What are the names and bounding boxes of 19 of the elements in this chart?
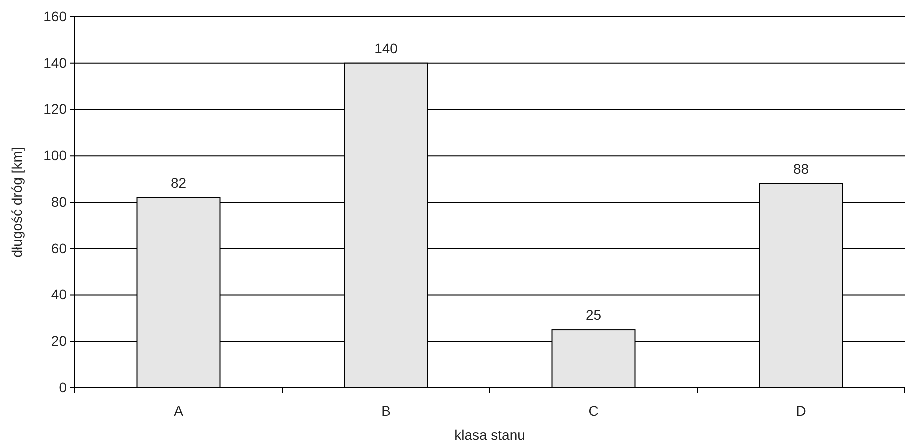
y-tick-label: 100 (44, 148, 68, 164)
y-tick-label: 20 (51, 333, 68, 350)
x-tick-label: D (796, 403, 806, 419)
y-tick-label: 120 (44, 101, 68, 118)
x-axis-title: klasa stanu (454, 427, 526, 443)
y-tick-label: 160 (44, 8, 68, 24)
y-axis-title: długość dróg [km] (9, 147, 25, 258)
x-tick-label: A (174, 403, 184, 419)
y-tick-label: 60 (51, 240, 68, 256)
y-tick-label: 140 (44, 54, 68, 71)
data-label: 82 (170, 174, 187, 191)
data-label: 140 (374, 40, 398, 56)
data-label: 88 (793, 160, 810, 177)
y-tick-label: 40 (51, 286, 68, 303)
y-tick-label: 0 (59, 379, 68, 396)
x-tick-label: C (588, 403, 599, 419)
data-label: 25 (586, 307, 602, 324)
y-tick-label: 80 (51, 194, 68, 210)
x-tick-label: B (382, 403, 391, 419)
